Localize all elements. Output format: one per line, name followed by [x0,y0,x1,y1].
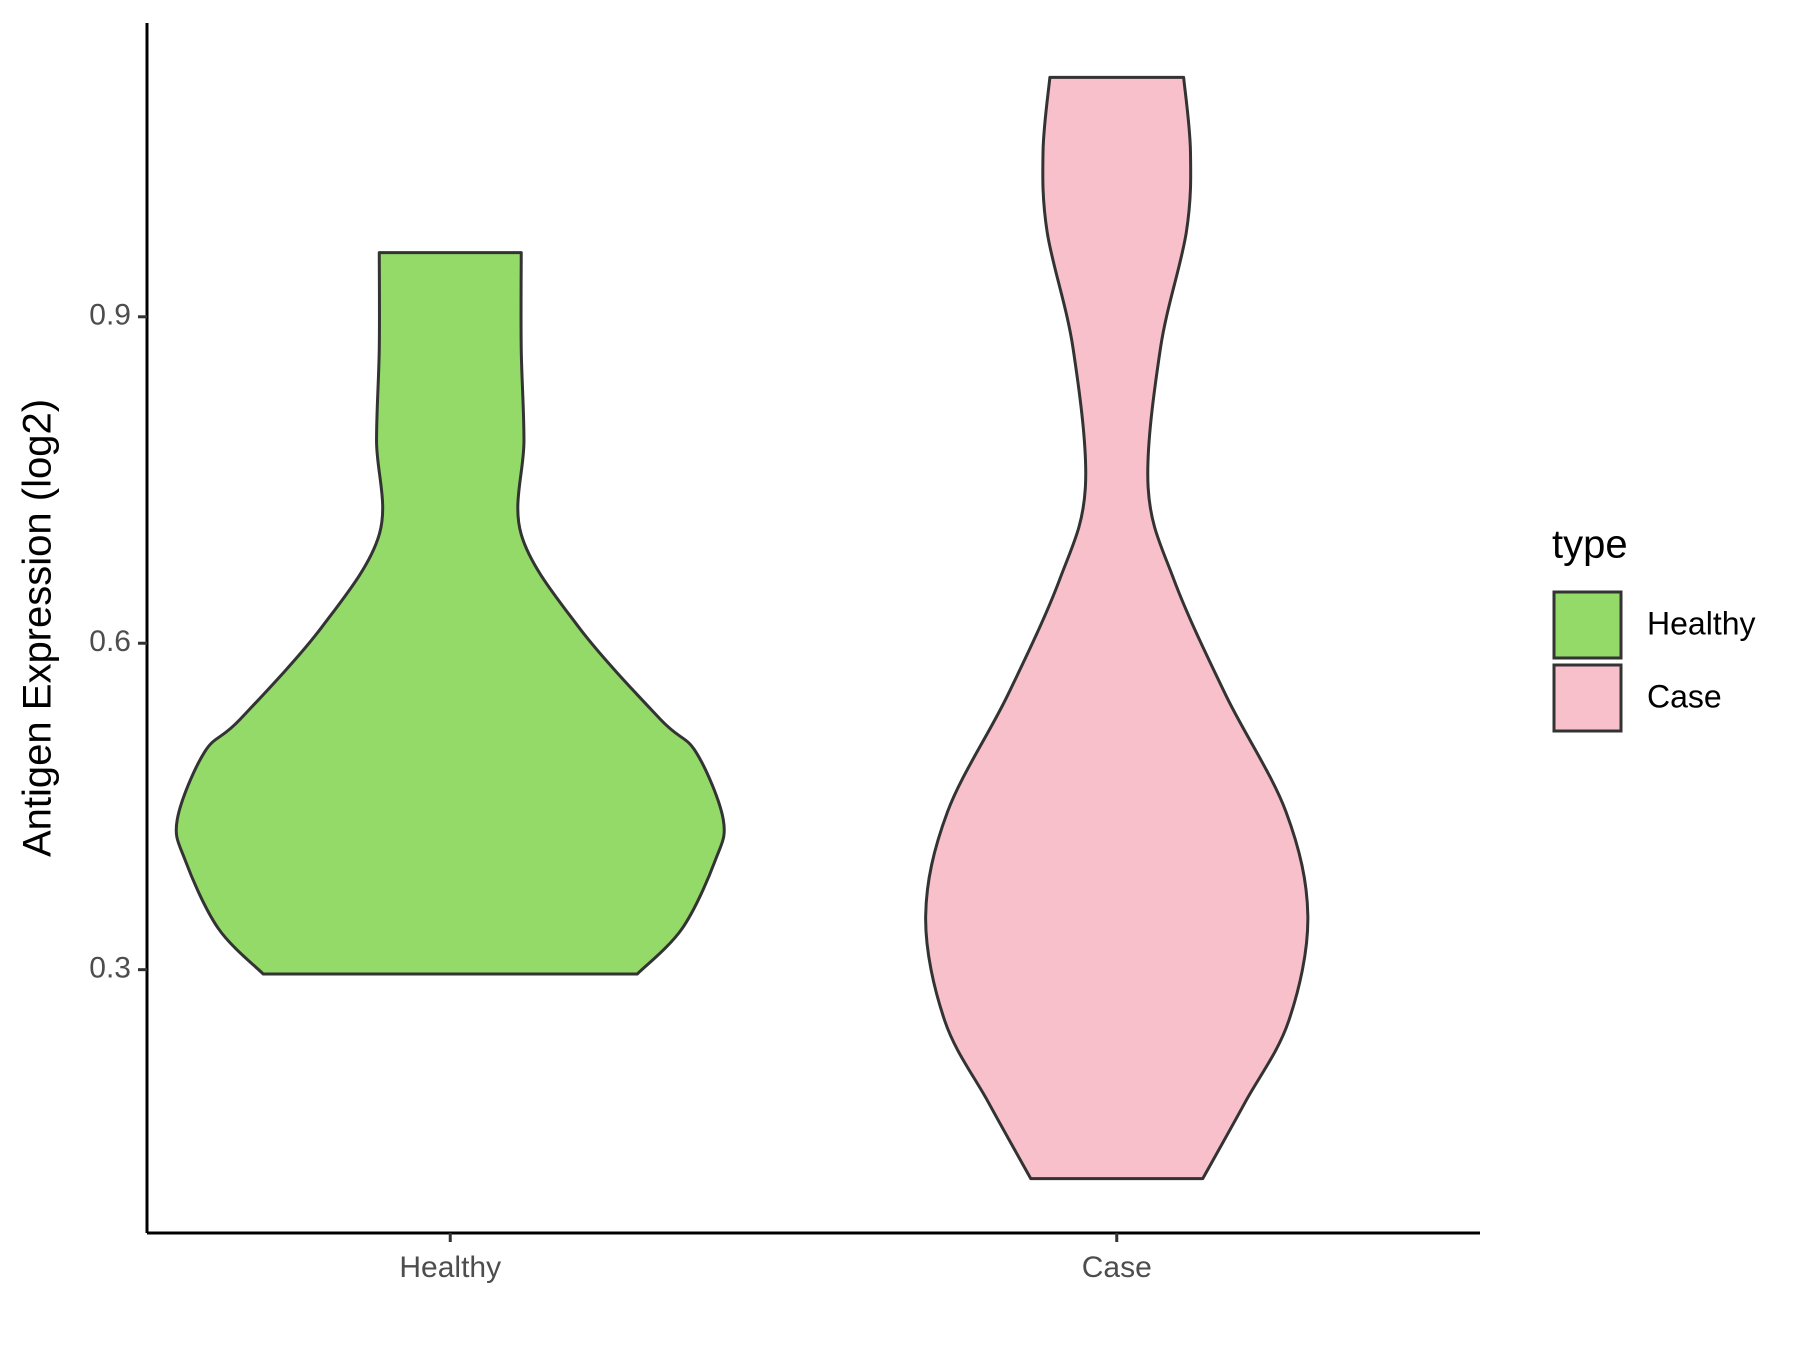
legend-key [1552,663,1623,733]
y-tick-label: 0.6 [89,625,131,658]
legend-label: Healthy [1647,605,1756,641]
y-tick-label: 0.9 [89,299,131,332]
legend-key [1552,590,1623,660]
legend-label: Case [1647,678,1722,714]
y-axis-title: Antigen Expression (log2) [16,399,60,857]
violin [174,251,726,976]
y-tick-label: 0.3 [89,952,131,985]
x-tick-label: Case [1082,1251,1152,1284]
legend-title: type [1552,523,1628,567]
x-tick-label: Healthy [399,1251,501,1284]
violin [924,75,1310,1181]
